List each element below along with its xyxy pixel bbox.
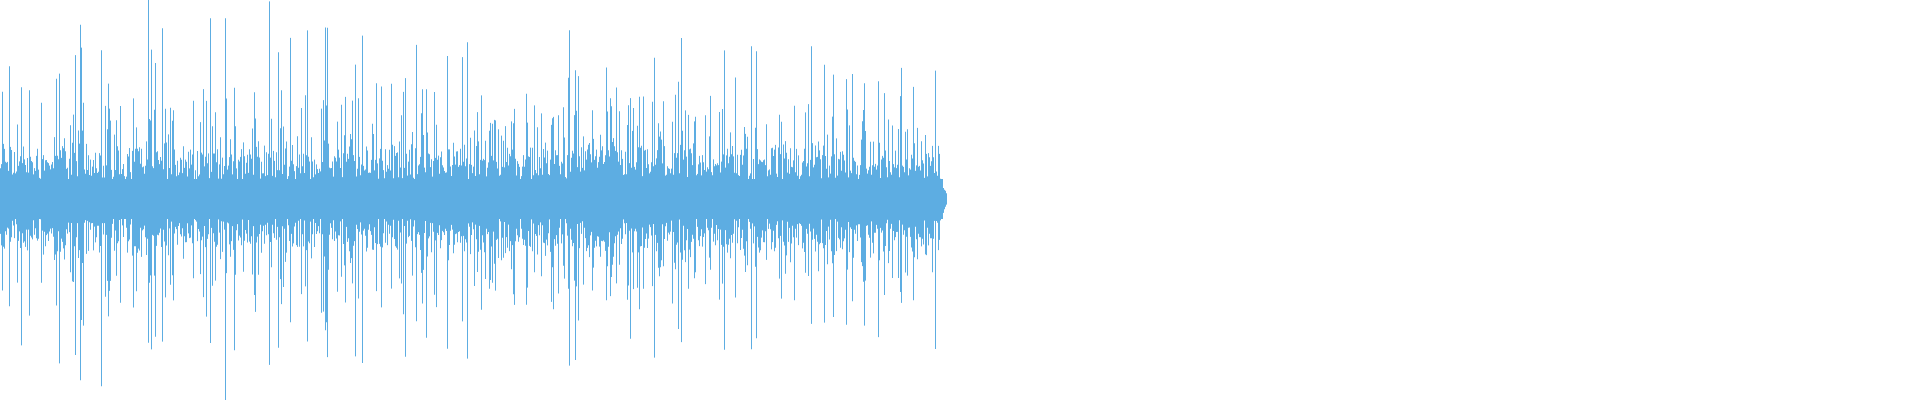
waveform-core-band [0,179,943,219]
